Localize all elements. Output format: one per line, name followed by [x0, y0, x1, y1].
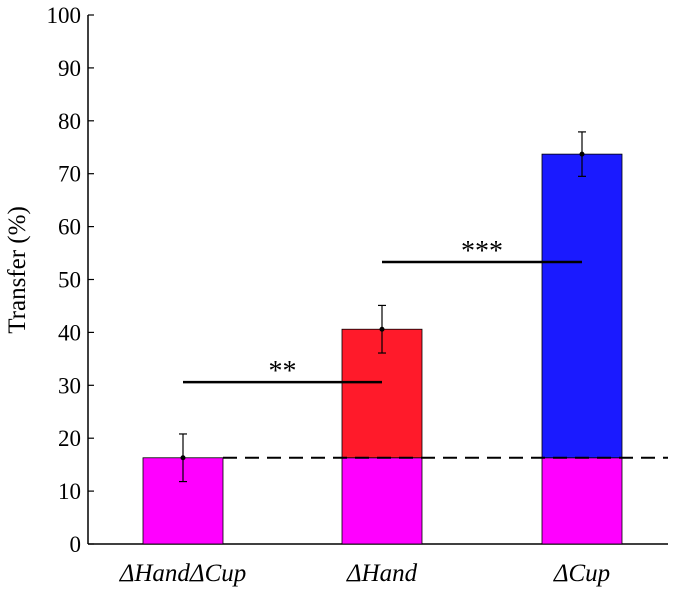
- y-tick-label: 10: [58, 479, 81, 504]
- bar-baseline-segment-2: [541, 457, 623, 545]
- y-tick-label: 90: [58, 56, 81, 81]
- mean-point-1: [379, 326, 385, 332]
- x-category-label: ΔCup: [553, 560, 610, 587]
- y-tick-label: 30: [58, 373, 81, 398]
- y-tick-label: 0: [70, 532, 82, 557]
- y-axis-title: Transfer (%): [4, 206, 31, 334]
- y-tick-label: 20: [58, 426, 81, 451]
- significance-label-1: ***: [461, 236, 503, 267]
- y-tick-label: 60: [58, 215, 81, 240]
- mean-point-2: [579, 151, 585, 157]
- y-tick-label: 80: [58, 109, 81, 134]
- mean-point-0: [180, 455, 186, 461]
- y-tick-label: 50: [58, 268, 81, 293]
- y-tick-label: 70: [58, 162, 81, 187]
- y-tick-label: 100: [47, 3, 82, 28]
- significance-label-0: **: [269, 356, 297, 387]
- x-category-label: ΔHandΔCup: [119, 560, 247, 587]
- x-category-label: ΔHand: [346, 560, 418, 587]
- bar-baseline-segment-1: [341, 457, 423, 545]
- y-tick-label: 40: [58, 320, 81, 345]
- bar-2: [541, 153, 623, 459]
